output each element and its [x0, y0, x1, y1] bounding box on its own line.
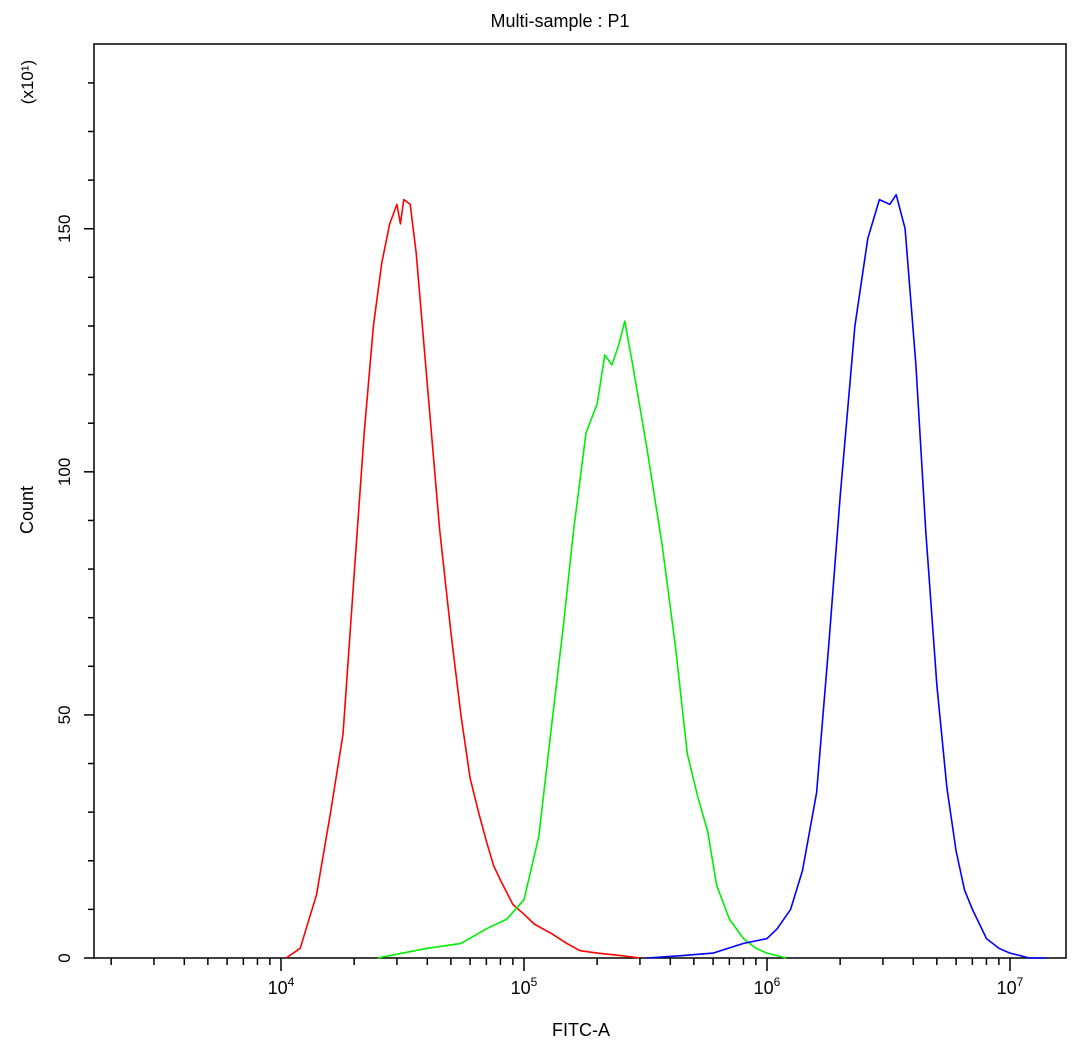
y-tick-label: 150: [55, 215, 74, 243]
series-layer: [285, 193, 1046, 959]
y-tick-label: 50: [55, 705, 74, 724]
x-axis-label: FITC-A: [552, 1020, 610, 1040]
histogram-series-2: [377, 320, 787, 959]
x-tick-label: 105: [511, 975, 538, 998]
y-axis-label: Count: [17, 486, 37, 534]
y-scale-label: (x10¹): [18, 60, 37, 104]
plot-frame: [93, 43, 1067, 959]
x-tick-label: 104: [268, 975, 295, 998]
y-tick-label: 0: [55, 953, 74, 962]
y-tick-label: 100: [55, 458, 74, 486]
x-axis: 104 105 106 107: [110, 958, 1024, 998]
histogram-series-1: [285, 198, 640, 959]
y-axis: 0 50 100 150: [55, 82, 94, 963]
x-tick-label: 107: [997, 975, 1024, 998]
chart-title: Multi-sample : P1: [490, 11, 629, 31]
histogram-series-3: [646, 193, 1046, 959]
x-tick-label: 106: [754, 975, 781, 998]
